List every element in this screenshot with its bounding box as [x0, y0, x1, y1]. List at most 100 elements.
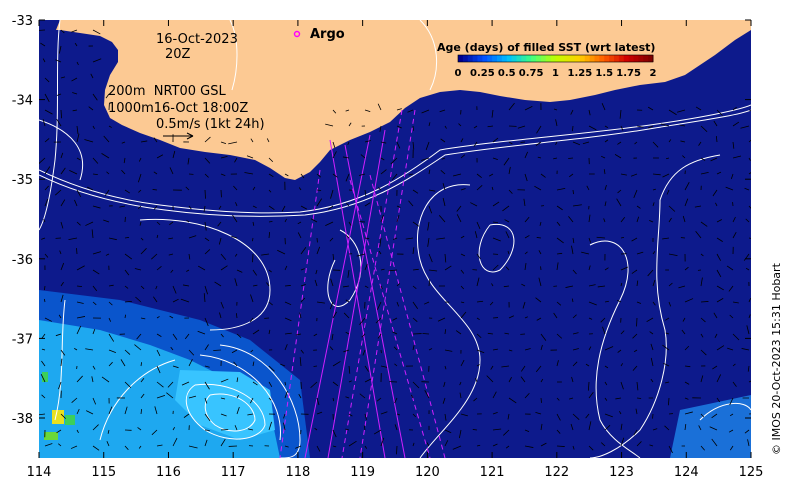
velocity-arrow — [588, 237, 592, 243]
velocity-arrow — [392, 173, 398, 181]
velocity-arrow — [121, 141, 126, 144]
velocity-arrow — [553, 157, 558, 160]
velocity-arrow — [460, 301, 465, 304]
velocity-arrow — [747, 439, 750, 447]
velocity-arrow — [410, 394, 414, 399]
velocity-arrow — [364, 378, 372, 383]
velocity-arrow — [359, 393, 366, 399]
velocity-arrow — [678, 285, 686, 289]
velocity-arrow — [44, 443, 53, 447]
velocity-arrow — [716, 253, 721, 261]
velocity-arrow — [358, 173, 366, 176]
velocity-arrow — [105, 253, 110, 256]
x-tick-label: 119 — [350, 465, 375, 480]
velocity-arrow — [156, 265, 162, 271]
velocity-arrow — [124, 349, 131, 355]
velocity-arrow — [155, 285, 158, 290]
velocity-arrow — [604, 139, 609, 143]
velocity-arrow — [59, 250, 62, 255]
velocity-arrow — [364, 263, 368, 271]
velocity-arrow — [92, 205, 101, 209]
velocity-arrow — [345, 299, 350, 303]
velocity-arrow — [620, 423, 623, 431]
velocity-arrow — [268, 269, 272, 273]
velocity-arrow — [284, 173, 289, 177]
velocity-arrow — [393, 237, 398, 240]
velocity-arrow — [536, 125, 542, 134]
velocity-arrow — [103, 219, 110, 223]
velocity-arrow — [76, 189, 82, 198]
velocity-arrow — [92, 251, 102, 255]
velocity-arrow — [603, 169, 606, 175]
velocity-arrow — [505, 445, 510, 449]
velocity-arrow — [458, 429, 462, 439]
velocity-arrow — [587, 381, 590, 391]
velocity-arrow — [619, 411, 622, 415]
velocity-arrow — [332, 141, 336, 148]
argo-label: Argo — [310, 27, 345, 42]
velocity-arrow — [535, 365, 542, 373]
velocity-arrow — [347, 141, 350, 146]
velocity-arrow — [428, 169, 431, 175]
velocity-arrow — [421, 109, 430, 114]
velocity-arrow — [412, 344, 415, 351]
velocity-arrow — [517, 125, 526, 129]
colorbar-segment — [648, 55, 654, 62]
velocity-arrow — [524, 263, 527, 271]
y-tick-label: -37 — [12, 332, 33, 347]
velocity-arrow — [636, 125, 644, 128]
colorbar-segment — [482, 55, 488, 62]
x-tick-label: 121 — [480, 465, 505, 480]
velocity-arrow — [316, 173, 322, 178]
velocity-arrow — [472, 429, 478, 431]
velocity-arrow — [539, 221, 542, 226]
velocity-arrow — [460, 235, 465, 239]
velocity-arrow — [140, 378, 145, 383]
velocity-arrow — [268, 365, 275, 372]
velocity-arrow — [76, 157, 81, 161]
velocity-arrow — [106, 441, 110, 447]
velocity-arrow — [492, 201, 500, 207]
velocity-arrow — [556, 187, 566, 191]
velocity-arrow — [121, 169, 126, 175]
velocity-arrow — [426, 442, 430, 447]
velocity-arrow — [120, 359, 126, 367]
velocity-arrow — [41, 237, 46, 240]
velocity-arrow — [427, 237, 430, 247]
velocity-arrow — [92, 173, 98, 175]
velocity-arrow — [652, 251, 656, 255]
velocity-arrow — [700, 125, 708, 133]
colorbar-outline — [457, 54, 654, 63]
velocity-arrow — [330, 189, 334, 199]
velocity-arrow — [44, 166, 51, 175]
velocity-arrow — [380, 141, 387, 144]
velocity-arrow — [460, 413, 468, 417]
velocity-arrow — [180, 298, 190, 303]
velocity-arrow — [268, 301, 273, 306]
x-tick-label: 120 — [415, 465, 440, 480]
velocity-arrow — [364, 413, 367, 420]
velocity-arrow — [108, 125, 112, 128]
velocity-arrow — [508, 376, 512, 383]
velocity-arrow — [44, 285, 46, 291]
x-tick-label: 114 — [27, 465, 52, 480]
velocity-arrow — [297, 221, 302, 225]
velocity-arrow — [716, 374, 722, 383]
velocity-arrow — [588, 301, 597, 306]
colorbar-segment — [531, 55, 537, 62]
velocity-arrow — [572, 445, 575, 450]
velocity-arrow — [508, 189, 513, 194]
velocity-arrow — [151, 253, 158, 260]
colorbar-segment — [599, 55, 605, 62]
velocity-arrow — [492, 157, 498, 160]
velocity-arrow — [390, 157, 398, 165]
velocity-arrow — [252, 205, 257, 209]
velocity-arrow — [204, 249, 211, 255]
velocity-arrow — [604, 397, 608, 401]
sst-age-green-patch-3 — [44, 432, 58, 440]
velocity-arrow — [299, 357, 302, 367]
velocity-arrow — [377, 187, 382, 191]
velocity-arrow — [364, 365, 369, 372]
velocity-arrow — [684, 411, 693, 415]
velocity-arrow — [220, 378, 229, 383]
